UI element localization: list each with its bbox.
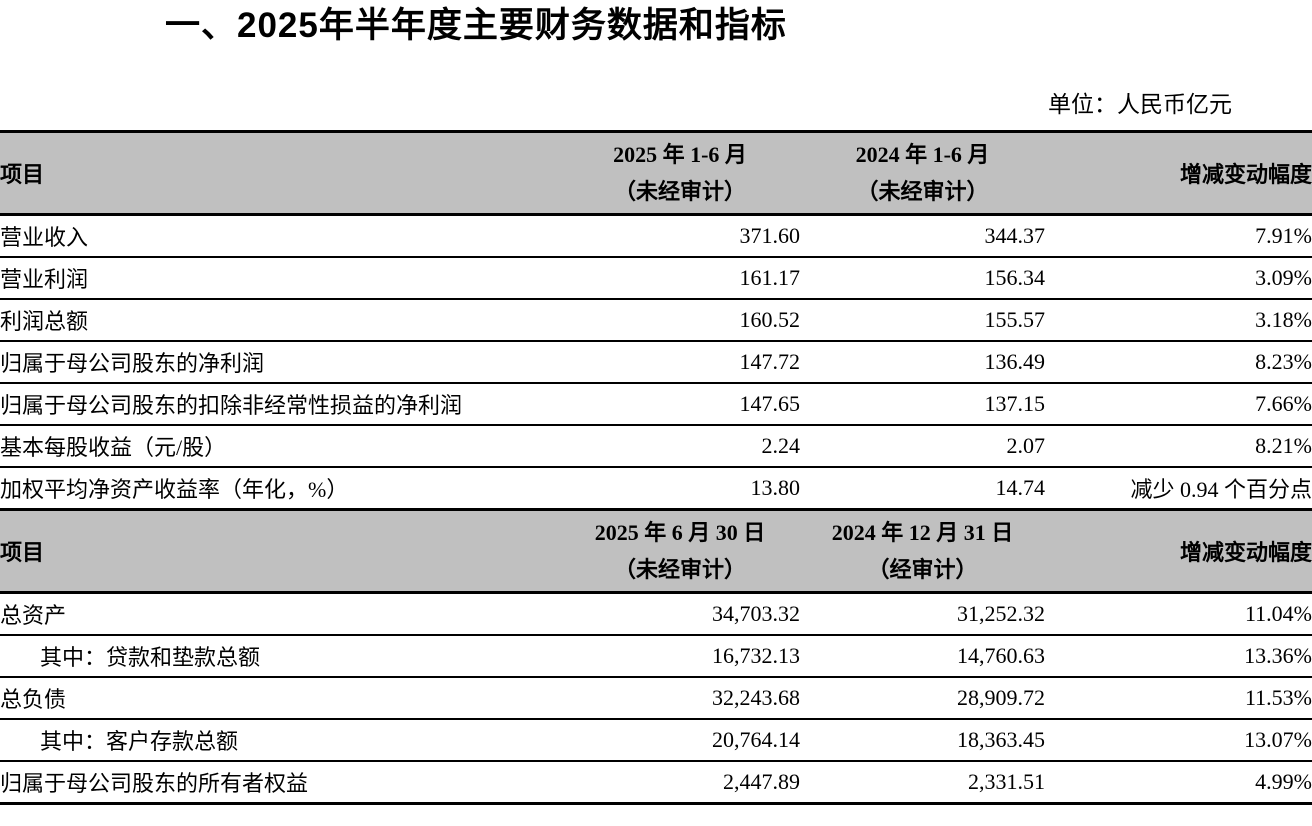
header-row: 项目 2025 年 6 月 30 日 （未经审计） 2024 年 12 月 31…	[0, 508, 1312, 594]
row-change: 8.23%	[1045, 341, 1312, 384]
row-value-prior: 14,760.63	[800, 635, 1045, 678]
row-value-prior: 156.34	[800, 257, 1045, 300]
row-value-current: 32,243.68	[560, 677, 800, 720]
row-value-current: 16,732.13	[560, 635, 800, 678]
row-change: 13.07%	[1045, 719, 1312, 762]
page-title: 一、2025年半年度主要财务数据和指标	[165, 6, 787, 45]
balance-table-header: 项目 2025 年 6 月 30 日 （未经审计） 2024 年 12 月 31…	[0, 508, 1312, 594]
row-value-current: 160.52	[560, 299, 800, 342]
table-row: 归属于母公司股东的扣除非经常性损益的净利润 147.65 137.15 7.66…	[0, 383, 1312, 426]
row-change: 7.91%	[1045, 214, 1312, 258]
table-row: 营业收入 371.60 344.37 7.91%	[0, 214, 1312, 258]
table-row: 利润总额 160.52 155.57 3.18%	[0, 299, 1312, 342]
row-change: 减少 0.94 个百分点	[1130, 477, 1312, 502]
row-value-current: 20,764.14	[560, 719, 800, 762]
row-item-label: 利润总额	[0, 299, 560, 342]
row-value-current: 147.65	[560, 383, 800, 426]
row-item-label: 加权平均净资产收益率（年化，%）	[0, 477, 349, 502]
row-value-current: 34,703.32	[560, 592, 800, 636]
row-value-current: 13.80	[750, 475, 801, 500]
row-item-label: 其中：客户存款总额	[0, 719, 560, 762]
row-value-prior: 2.07	[800, 425, 1045, 468]
column-header-current-period: 2025 年 6 月 30 日 （未经审计）	[560, 508, 800, 594]
column-header-prior-period: 2024 年 12 月 31 日 （经审计）	[800, 508, 1045, 594]
table-row: 基本每股收益（元/股） 2.24 2.07 8.21%	[0, 425, 1312, 468]
column-header-change: 增减变动幅度	[1045, 508, 1312, 594]
table-row: 归属于母公司股东的净利润 147.72 136.49 8.23%	[0, 341, 1312, 384]
row-value-current: 161.17	[560, 257, 800, 300]
row-change: 8.21%	[1045, 425, 1312, 468]
row-item-label: 总负债	[0, 677, 560, 720]
row-value-prior: 155.57	[800, 299, 1045, 342]
row-item-label: 营业收入	[0, 214, 560, 258]
table-row: 营业利润 161.17 156.34 3.09%	[0, 257, 1312, 300]
row-value-prior: 28,909.72	[800, 677, 1045, 720]
column-header-prior-period: 2024 年 1-6 月 （未经审计）	[800, 130, 1045, 216]
row-change: 11.53%	[1045, 677, 1312, 720]
row-value-prior: 137.15	[800, 383, 1045, 426]
row-item-label: 其中：贷款和垫款总额	[0, 635, 560, 678]
row-change: 3.09%	[1045, 257, 1312, 300]
row-change: 13.36%	[1045, 635, 1312, 678]
table-row: 归属于母公司股东的所有者权益 2,447.89 2,331.51 4.99%	[0, 761, 1312, 805]
row-item-label: 总资产	[0, 592, 560, 636]
income-statement-table: 项目 2025 年 1-6 月 （未经审计） 2024 年 1-6 月 （未经审…	[0, 130, 1312, 508]
current-period-audit-status: （未经审计）	[613, 179, 746, 204]
row-value-current: 371.60	[560, 214, 800, 258]
prior-period-audit-status: （经审计）	[867, 557, 978, 582]
current-period-audit-status: （未经审计）	[613, 557, 746, 582]
current-period-label: 2025 年 6 月 30 日	[594, 520, 766, 545]
table-row: 其中：客户存款总额 20,764.14 18,363.45 13.07%	[0, 719, 1312, 762]
row-item-label: 归属于母公司股东的净利润	[0, 341, 560, 384]
row-value-prior: 344.37	[800, 214, 1045, 258]
row-value-prior: 136.49	[800, 341, 1045, 384]
prior-period-label: 2024 年 12 月 31 日	[831, 520, 1014, 545]
row-change: 7.66%	[1045, 383, 1312, 426]
row-item-label: 归属于母公司股东的扣除非经常性损益的净利润	[0, 383, 560, 426]
row-change: 4.99%	[1045, 761, 1312, 805]
row-value-prior: 14.74	[995, 475, 1046, 500]
income-table-header: 项目 2025 年 1-6 月 （未经审计） 2024 年 1-6 月 （未经审…	[0, 130, 1312, 216]
balance-sheet-table: 项目 2025 年 6 月 30 日 （未经审计） 2024 年 12 月 31…	[0, 508, 1312, 805]
row-item-label: 归属于母公司股东的所有者权益	[0, 761, 560, 805]
row-value-prior: 2,331.51	[800, 761, 1045, 805]
column-header-item: 项目	[0, 130, 560, 216]
row-value-current: 2.24	[560, 425, 800, 468]
table-row: 加权平均净资产收益率（年化，%） 13.80 14.74 减少 0.94 个百分…	[0, 467, 1312, 508]
column-header-current-period: 2025 年 1-6 月 （未经审计）	[560, 130, 800, 216]
column-header-item: 项目	[0, 508, 560, 594]
unit-label: 单位：人民币亿元	[1048, 92, 1232, 117]
row-value-prior: 18,363.45	[800, 719, 1045, 762]
row-value-current: 147.72	[560, 341, 800, 384]
column-header-change: 增减变动幅度	[1045, 130, 1312, 216]
table-row: 总资产 34,703.32 31,252.32 11.04%	[0, 592, 1312, 636]
current-period-label: 2025 年 1-6 月	[613, 142, 747, 167]
row-item-label: 基本每股收益（元/股）	[0, 425, 560, 468]
row-value-prior: 31,252.32	[800, 592, 1045, 636]
prior-period-label: 2024 年 1-6 月	[855, 142, 990, 167]
row-change: 11.04%	[1045, 592, 1312, 636]
table-row: 总负债 32,243.68 28,909.72 11.53%	[0, 677, 1312, 720]
header-row: 项目 2025 年 1-6 月 （未经审计） 2024 年 1-6 月 （未经审…	[0, 130, 1312, 216]
row-value-current: 2,447.89	[560, 761, 800, 805]
prior-period-audit-status: （未经审计）	[856, 179, 989, 204]
row-item-label: 营业利润	[0, 257, 560, 300]
table-row: 其中：贷款和垫款总额 16,732.13 14,760.63 13.36%	[0, 635, 1312, 678]
row-change: 3.18%	[1045, 299, 1312, 342]
